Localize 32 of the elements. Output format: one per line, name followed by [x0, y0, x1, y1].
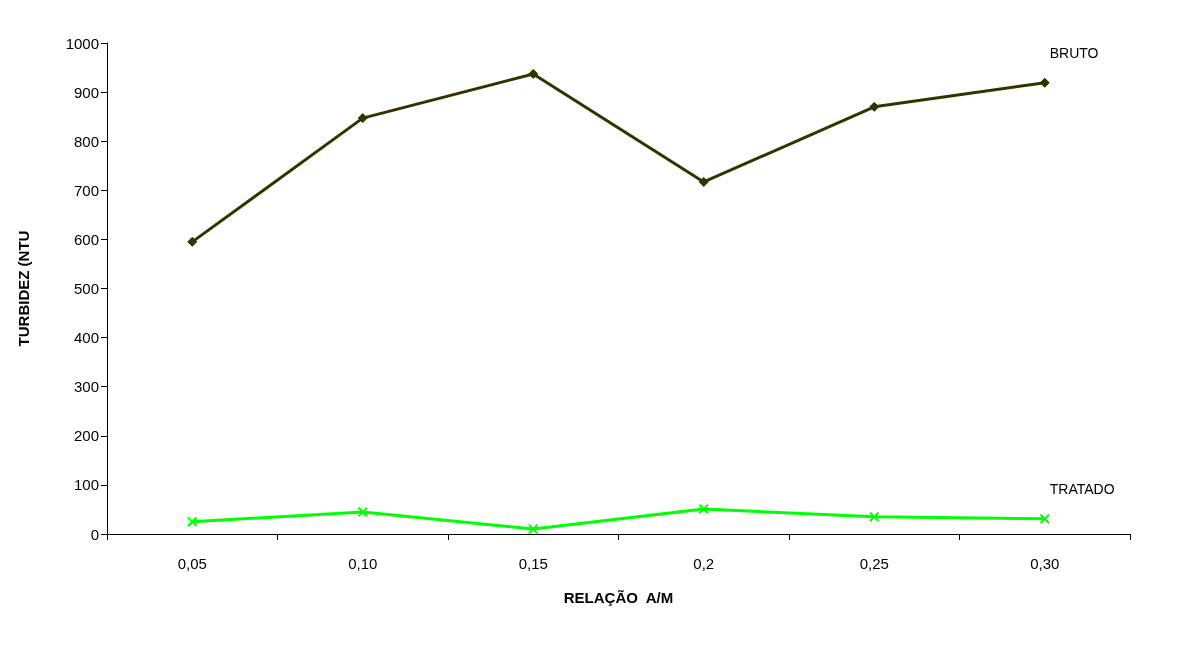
series-label: TRATADO: [1049, 480, 1115, 497]
x-axis-title: RELAÇÃO A/M: [563, 589, 674, 606]
point: [869, 511, 880, 522]
x-tick-label: 0,05: [177, 555, 207, 572]
y-tick-label: 100: [73, 476, 99, 494]
x-tick-label: 0,2: [693, 555, 715, 572]
point: [357, 506, 368, 517]
x-tick-label: 0,25: [859, 555, 889, 572]
x-tick-label: 0,10: [348, 555, 378, 572]
point: [357, 113, 368, 124]
point: [528, 68, 539, 79]
point: [1039, 513, 1050, 524]
y-tick-label: 500: [73, 280, 99, 297]
point: [187, 516, 198, 527]
point: [869, 101, 880, 112]
y-axis-title: TURBIDEZ (NTU: [15, 230, 32, 347]
x-tick-label: 0,30: [1030, 555, 1060, 572]
y-tick-label: 200: [73, 427, 99, 445]
y-tick-label: 1000: [65, 34, 99, 52]
series-label: BRUTO: [1049, 44, 1099, 61]
y-tick-label: 800: [73, 132, 99, 150]
y-tick-label: 400: [73, 329, 99, 347]
point: [528, 524, 539, 535]
point: [698, 503, 709, 514]
y-tick-label: 600: [73, 230, 99, 248]
point: [698, 176, 709, 187]
y-tick-label: 700: [73, 181, 99, 199]
y-tick-label: 900: [73, 83, 99, 101]
y-tick-label: 0: [90, 525, 99, 543]
x-tick-label: 0,15: [518, 555, 548, 572]
y-tick-label: 300: [73, 378, 99, 396]
point: [187, 236, 198, 247]
